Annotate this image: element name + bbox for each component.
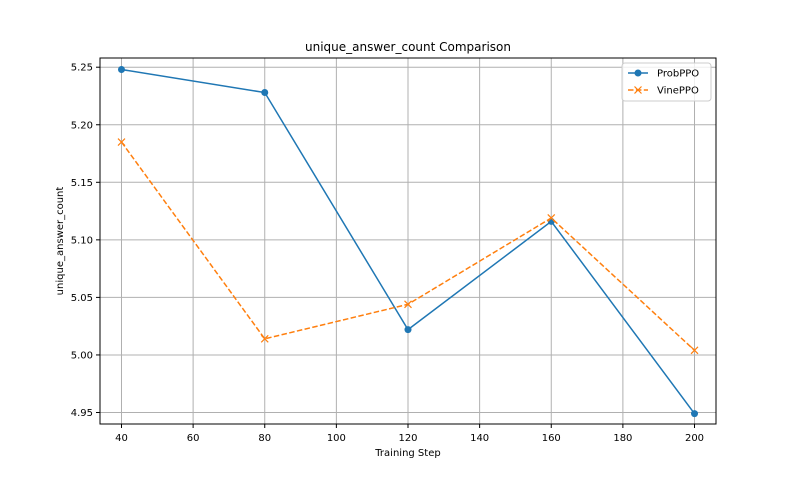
x-tick-label: 40 xyxy=(115,433,128,444)
x-tick-label: 200 xyxy=(685,433,704,444)
x-tick-label: 180 xyxy=(613,433,632,444)
series-group xyxy=(117,66,699,418)
x-tick-label: 60 xyxy=(187,433,200,444)
y-axis-ticks: 4.95 5.00 5.05 5.10 5.15 5.20 5.25 xyxy=(71,63,100,419)
legend: ProbPPO VinePPO xyxy=(621,62,712,102)
y-tick-label: 5.05 xyxy=(71,293,93,304)
y-axis-label: unique_answer_count xyxy=(55,187,66,296)
data-point-vineppo xyxy=(404,300,412,309)
x-tick-label: 140 xyxy=(470,433,489,444)
data-point-probppo xyxy=(404,326,412,334)
y-tick-label: 5.15 xyxy=(71,178,93,189)
y-tick-label: 5.20 xyxy=(71,120,93,131)
y-tick-label: 5.10 xyxy=(71,235,93,246)
x-axis-ticks: 40 60 80 100 120 140 160 180 200 xyxy=(115,424,704,444)
x-axis-label: Training Step xyxy=(374,448,440,459)
grid xyxy=(100,58,716,424)
legend-label-probppo: ProbPPO xyxy=(657,69,699,80)
x-tick-label: 160 xyxy=(542,433,561,444)
data-point-vineppo xyxy=(260,334,269,343)
legend-marker-probppo xyxy=(634,69,642,77)
y-tick-label: 4.95 xyxy=(71,408,93,419)
data-point-probppo xyxy=(261,89,269,97)
data-point-vineppo xyxy=(117,138,126,146)
y-tick-label: 5.00 xyxy=(71,350,93,361)
y-tick-label: 5.25 xyxy=(71,63,93,74)
legend-label-vineppo: VinePPO xyxy=(657,86,699,97)
data-point-vineppo xyxy=(547,214,556,222)
plot-frame xyxy=(99,57,717,425)
x-tick-label: 80 xyxy=(258,433,271,444)
data-point-probppo xyxy=(117,66,125,74)
chart-title: unique_answer_count Comparison xyxy=(305,40,511,54)
data-point-vineppo xyxy=(690,346,699,355)
x-tick-label: 120 xyxy=(398,433,417,444)
legend-marker-vineppo xyxy=(634,86,642,94)
data-point-probppo xyxy=(691,410,699,418)
x-tick-label: 100 xyxy=(327,433,346,444)
